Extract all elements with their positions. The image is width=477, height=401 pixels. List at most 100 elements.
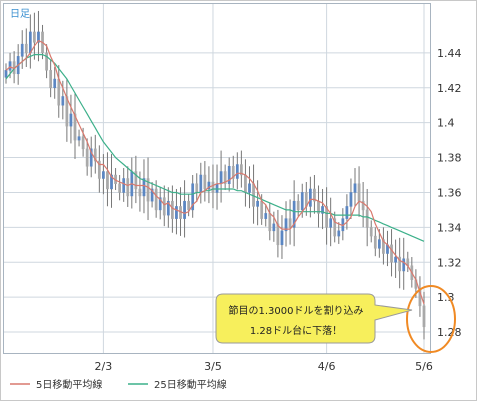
candle-body xyxy=(162,197,166,216)
y-tick-label: 1.38 xyxy=(437,152,462,165)
candle-body xyxy=(171,200,174,219)
y-tick-label: 1.36 xyxy=(437,186,462,199)
candle-body xyxy=(61,96,65,106)
candle-body xyxy=(187,200,190,211)
candle-body xyxy=(118,183,121,193)
candle-body xyxy=(158,197,162,211)
candle-body xyxy=(288,218,292,228)
ma25-line xyxy=(5,54,425,242)
candle-body xyxy=(199,174,203,193)
annotation-callout: 節目の1.3000ドルを割り込み 1.28ドル台に下落！ xyxy=(215,293,413,344)
candle-body xyxy=(240,164,243,176)
candle-body xyxy=(313,188,316,202)
candle-body xyxy=(89,148,93,167)
candle-body xyxy=(122,178,126,193)
candle-body xyxy=(280,230,284,246)
candle-body xyxy=(361,200,365,211)
candle-body xyxy=(300,192,304,211)
candle-body xyxy=(219,171,223,184)
candle-body xyxy=(45,52,48,71)
candle-body xyxy=(207,181,211,190)
y-axis: 1.281.31.321.341.361.381.41.421.44 xyxy=(437,47,462,339)
candle-body xyxy=(369,227,373,237)
candle-body xyxy=(24,43,28,54)
candle-body xyxy=(394,256,397,263)
candle-body xyxy=(373,235,377,249)
candle-body xyxy=(231,166,235,179)
candle-body xyxy=(329,218,333,228)
callout-bubble xyxy=(215,293,413,344)
y-tick-label: 1.44 xyxy=(437,47,462,60)
candle-body xyxy=(260,200,264,219)
y-tick-label: 1.42 xyxy=(437,82,462,95)
candle-body xyxy=(284,218,288,232)
candle-body xyxy=(150,188,154,202)
candle-body xyxy=(398,256,402,272)
candle-body xyxy=(223,171,227,184)
candle-body xyxy=(134,171,138,190)
y-tick-label: 1.4 xyxy=(437,117,455,130)
candle-body xyxy=(93,148,97,162)
candle-body xyxy=(102,171,105,179)
candle-body xyxy=(183,200,186,219)
legend: 5日移動平均線 25日移動平均線 xyxy=(10,378,227,391)
y-tick-label: 1.32 xyxy=(437,256,462,269)
candle-body xyxy=(292,200,296,228)
y-tick-label: 1.28 xyxy=(437,326,462,339)
candle-body xyxy=(20,43,24,57)
candle-body xyxy=(154,188,158,211)
x-axis: 2/3 3/5 4/6 5/6 xyxy=(95,360,433,373)
candle-body xyxy=(345,206,349,219)
candle-body xyxy=(126,178,130,197)
candle-body xyxy=(4,70,8,78)
candle-body xyxy=(248,183,251,193)
candle-body xyxy=(382,239,385,254)
candle-body xyxy=(53,78,57,89)
candle-body xyxy=(357,183,361,202)
candle-body xyxy=(264,213,268,219)
x-tick-label: 2/3 xyxy=(95,360,113,373)
candle-body xyxy=(28,31,32,54)
candle-body xyxy=(85,148,89,167)
candle-body xyxy=(377,239,381,249)
highlight-circle xyxy=(406,285,456,353)
candle-body xyxy=(110,174,113,190)
candle-body xyxy=(166,200,170,216)
candle-body xyxy=(106,171,109,190)
candle-body xyxy=(235,164,239,179)
candle-body xyxy=(268,213,272,232)
x-tick-label: 4/6 xyxy=(318,360,336,373)
candle-body xyxy=(191,183,195,211)
callout-line-1: 節目の1.3000ドルを割り込み xyxy=(229,304,364,317)
candle-body xyxy=(349,192,353,207)
x-tick-label: 5/6 xyxy=(415,360,433,373)
candle-body xyxy=(244,174,247,193)
candle-body xyxy=(325,206,328,228)
candle-body xyxy=(321,206,324,214)
candle-body xyxy=(81,136,85,150)
candle-body xyxy=(309,188,312,207)
callout-line-2: 1.28ドル台に下落！ xyxy=(250,324,342,337)
candle-body xyxy=(256,200,259,207)
candle-body xyxy=(402,258,406,272)
candle-body xyxy=(337,230,341,237)
ma5-line xyxy=(5,39,425,305)
candle-body xyxy=(215,183,219,193)
candle-body xyxy=(138,188,142,197)
period-label: 日足 xyxy=(10,8,30,20)
candle-body xyxy=(390,244,393,263)
y-tick-label: 1.34 xyxy=(437,221,462,234)
candle-body xyxy=(296,200,300,211)
candle-body xyxy=(203,174,207,190)
candle-body xyxy=(57,78,61,106)
candle-body xyxy=(353,183,357,193)
candle-body xyxy=(175,206,178,219)
candle-body xyxy=(146,178,150,202)
candle-body xyxy=(195,183,199,193)
candle-body xyxy=(365,209,369,228)
candle-body xyxy=(8,61,12,71)
candle-body xyxy=(73,113,77,141)
candle-body xyxy=(37,31,40,43)
candle-body xyxy=(227,166,231,184)
